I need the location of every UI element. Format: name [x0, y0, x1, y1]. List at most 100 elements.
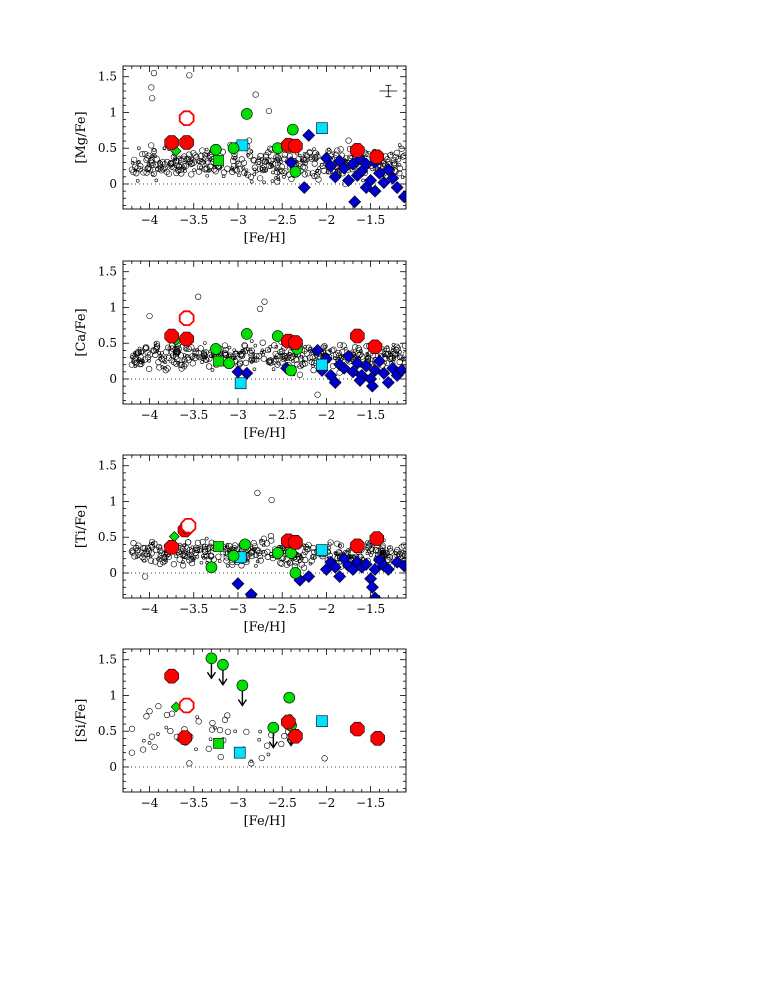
comparison-point: [255, 559, 260, 564]
comparison-point: [394, 345, 402, 352]
comparison-point: [146, 708, 153, 715]
comparison-point: [181, 358, 186, 363]
comparison-point: [203, 356, 210, 364]
comparison-point: [335, 549, 343, 556]
plot-area: [123, 293, 406, 398]
comparison-point: [400, 542, 406, 549]
comparison-point: [192, 549, 199, 557]
comparison-point: [261, 298, 268, 305]
comparison-point: [161, 551, 168, 558]
comparison-point: [386, 554, 394, 561]
green-circle-upper-limit-point: [267, 721, 280, 734]
comparison-point: [392, 153, 399, 161]
comparison-point: [256, 552, 263, 560]
comparison-point: [308, 156, 313, 161]
cyan-square-point: [234, 377, 247, 390]
blue-diamond-point: [231, 577, 245, 591]
comparison-point: [295, 553, 302, 560]
comparison-point: [323, 344, 327, 349]
comparison-point: [195, 293, 202, 300]
comparison-point: [184, 346, 188, 351]
comparison-point: [337, 146, 344, 153]
green-circle-point: [241, 108, 253, 120]
comparison-point: [190, 157, 195, 161]
comparison-point: [148, 84, 155, 91]
comparison-point: [237, 173, 241, 178]
green-circle-point: [286, 123, 299, 136]
comparison-point: [197, 345, 204, 352]
comparison-point: [133, 544, 140, 552]
comparison-point: [250, 156, 257, 164]
comparison-point: [233, 167, 241, 174]
comparison-point: [205, 173, 210, 178]
red-octagon-point: [288, 335, 303, 350]
comparison-point: [261, 550, 268, 557]
comparison-point: [395, 156, 402, 163]
comparison-point: [297, 363, 304, 370]
comparison-point: [340, 342, 347, 349]
comparison-point: [182, 361, 189, 368]
comparison-point: [146, 365, 153, 373]
comparison-point: [321, 343, 328, 350]
comparison-point: [150, 541, 155, 546]
comparison-point: [279, 359, 286, 366]
comparison-point: [282, 354, 289, 362]
comparison-point: [208, 737, 213, 742]
comparison-point: [168, 357, 175, 364]
comparison-point: [202, 152, 209, 159]
comparison-point: [286, 352, 293, 359]
comparison-point: [254, 489, 261, 496]
comparison-point: [377, 546, 384, 553]
comparison-point: [302, 548, 309, 555]
comparison-point: [202, 543, 206, 548]
comparison-point: [199, 545, 204, 550]
comparison-point: [158, 354, 163, 359]
red-octagon-point: [164, 539, 179, 555]
comparison-point: [157, 556, 161, 560]
comparison-point: [305, 170, 312, 177]
comparison-point: [150, 148, 158, 155]
x-tick-label: −4: [141, 408, 159, 422]
x-tick-label: −3: [229, 213, 247, 227]
comparison-point: [142, 150, 149, 158]
comparison-point: [225, 545, 229, 550]
comparison-point: [401, 551, 406, 559]
comparison-point: [203, 166, 210, 173]
comparison-point: [336, 169, 341, 174]
comparison-point: [265, 157, 272, 164]
cyan-square-point: [233, 746, 246, 759]
comparison-point: [361, 178, 365, 183]
comparison-point: [199, 538, 206, 546]
blue-diamond-point: [297, 181, 311, 194]
comparison-point: [305, 542, 312, 549]
comparison-point: [248, 760, 255, 767]
red-octagon-point: [288, 728, 303, 744]
comparison-point: [207, 552, 215, 559]
x-tick-label: −3.5: [179, 408, 208, 422]
comparison-point: [310, 544, 317, 552]
comparison-point: [224, 712, 231, 719]
comparison-point: [251, 356, 258, 363]
comparison-point: [192, 348, 197, 353]
comparison-point: [248, 347, 253, 352]
comparison-point: [136, 554, 141, 558]
red-octagon-point: [350, 721, 365, 737]
comparison-point: [258, 729, 262, 734]
comparison-point: [281, 155, 288, 162]
red-octagon-point: [367, 339, 383, 355]
x-tick-label: −4: [141, 796, 159, 810]
comparison-point: [128, 725, 136, 732]
comparison-point: [394, 550, 398, 555]
comparison-point: [155, 167, 159, 172]
y-tick-label: 0: [109, 566, 117, 580]
panel-2: −4 −3.5 −3 −2.5 −2 −1.5 0 0.5 1 1.5 [Fe/H] [Ca/Fe]: [74, 260, 407, 441]
comparison-point: [160, 559, 167, 566]
green-circle-point: [227, 142, 240, 155]
blue-diamond-point: [386, 171, 400, 185]
comparison-point: [182, 166, 186, 171]
x-tick-label: −4: [141, 213, 159, 227]
comparison-point: [315, 151, 320, 156]
comparison-point: [199, 560, 204, 565]
comparison-point: [128, 166, 135, 173]
green-circle-point: [227, 550, 240, 562]
